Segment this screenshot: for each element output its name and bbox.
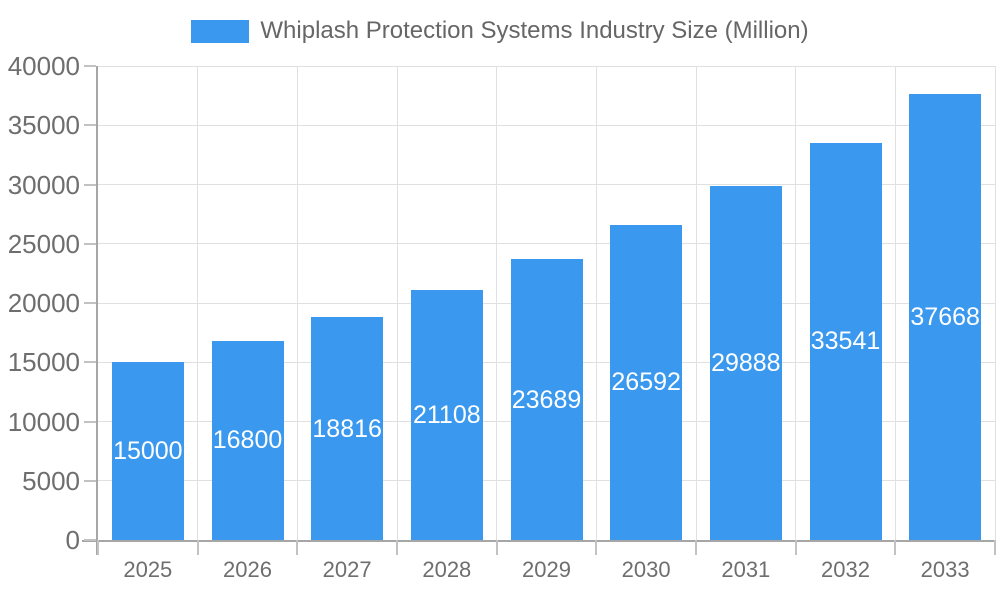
y-axis-tick [84, 183, 96, 186]
y-axis-tick [84, 361, 96, 364]
y-axis-label: 25000 [7, 228, 80, 259]
y-axis-tick [84, 479, 96, 482]
bar-value-label: 29888 [711, 348, 781, 377]
x-axis-label-2033: 2033 [920, 557, 970, 582]
bar-2033: 37668 [909, 93, 982, 540]
bar-2031: 29888 [709, 185, 782, 540]
x-axis-tick [695, 540, 697, 555]
y-axis-tick [84, 242, 96, 245]
x-axis-label-2030: 2030 [621, 557, 671, 582]
vertical-gridline [894, 66, 896, 540]
horizontal-gridline [98, 65, 995, 67]
horizontal-gridline [98, 243, 995, 245]
y-axis-label: 10000 [7, 406, 80, 437]
bar-2026: 16800 [211, 340, 284, 540]
x-axis-label-2027: 2027 [322, 557, 372, 582]
vertical-gridline [695, 66, 697, 540]
x-axis-label-2029: 2029 [522, 557, 571, 582]
y-axis-label: 0 [65, 525, 80, 555]
x-axis-label-2032: 2032 [821, 557, 870, 582]
x-axis-tick [595, 540, 598, 555]
y-axis-label: 20000 [7, 288, 80, 318]
y-axis-label: 35000 [7, 110, 80, 141]
plot-area: 15000 16800 18816 21108 23689 26592 29888 33541… [98, 65, 996, 540]
horizontal-gridline [98, 124, 995, 126]
x-axis-tick [396, 540, 398, 555]
y-axis-tick [84, 539, 96, 541]
y-axis-tick [84, 65, 96, 67]
x-axis-tick [794, 540, 797, 555]
x-axis-tick [495, 540, 498, 555]
y-axis-label: 30000 [7, 169, 80, 200]
x-axis-tick [196, 540, 199, 555]
bar-2028: 21108 [410, 289, 483, 540]
bar-value-label: 33541 [810, 327, 881, 356]
bar-2030: 26592 [610, 224, 683, 540]
x-axis-tick [296, 540, 299, 555]
bar-value-label: 23689 [511, 385, 582, 414]
x-axis-label-2025: 2025 [123, 557, 173, 582]
chart-legend: Whiplash Protection Systems Industry Siz… [0, 16, 1000, 46]
bar-value-label: 16800 [212, 426, 283, 455]
vertical-gridline [595, 66, 597, 540]
y-axis-tick [84, 420, 96, 423]
x-axis-tick [97, 540, 99, 555]
vertical-gridline [994, 66, 996, 540]
legend-swatch [191, 19, 250, 43]
vertical-gridline [795, 66, 797, 540]
y-axis-line [96, 66, 98, 555]
bar-2027: 18816 [311, 317, 384, 540]
y-axis-tick [84, 302, 96, 304]
x-axis-line [82, 540, 996, 542]
bar-value-label: 18816 [312, 414, 382, 443]
bar-value-label: 26592 [611, 368, 681, 397]
horizontal-gridline [98, 184, 995, 185]
y-axis-label: 40000 [7, 51, 80, 81]
y-axis-label: 5000 [22, 465, 80, 496]
legend-title: Whiplash Protection Systems Industry Siz… [260, 17, 809, 44]
vertical-gridline [396, 66, 398, 540]
bar-value-label: 37668 [910, 302, 980, 331]
vertical-gridline [296, 66, 298, 540]
y-axis-label: 15000 [7, 347, 80, 378]
bar-2029: 23689 [510, 259, 583, 540]
bar-value-label: 21108 [412, 400, 481, 429]
vertical-gridline [496, 66, 498, 540]
x-axis-tick [994, 540, 996, 555]
x-axis-label-2028: 2028 [422, 557, 472, 582]
bar-2032: 33541 [809, 142, 882, 540]
vertical-gridline [197, 66, 199, 540]
x-axis-tick [894, 540, 897, 555]
x-axis-label-2026: 2026 [223, 557, 272, 582]
x-axis-label-2031: 2031 [721, 557, 771, 582]
bar-2025: 15000 [111, 362, 184, 540]
bar-value-label: 15000 [113, 437, 183, 466]
y-axis-tick [84, 124, 96, 127]
